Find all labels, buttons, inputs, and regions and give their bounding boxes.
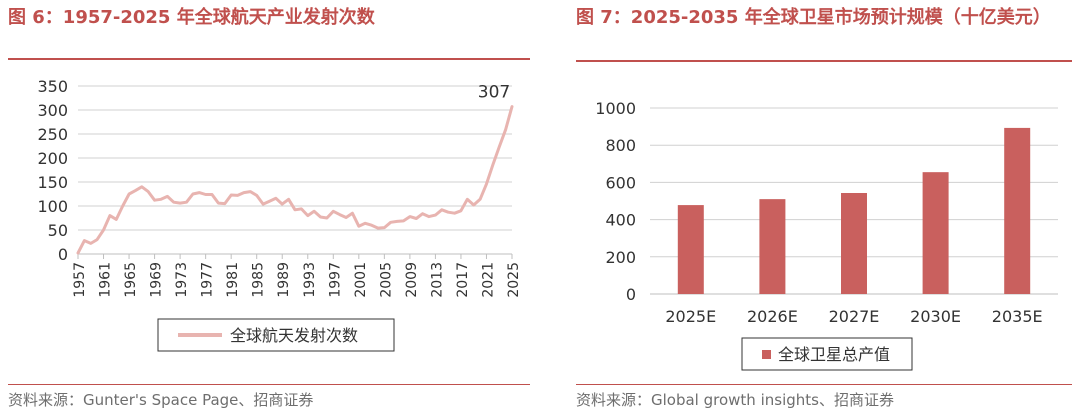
chart1-x-tick-label: 1997 xyxy=(327,262,343,298)
chart2-legend-label: 全球卫星总产值 xyxy=(778,345,890,364)
figure-6-bottom-rule xyxy=(8,384,530,385)
chart1-series-line xyxy=(76,105,514,255)
chart1-x-tick-label: 1985 xyxy=(251,262,267,298)
chart2-y-tick-label: 1000 xyxy=(595,99,636,118)
chart2-bars xyxy=(677,127,1031,294)
chart1-gridlines xyxy=(78,85,512,255)
chart2-x-tick-labels: 2025E 2026E 2027E 2030E 2035E xyxy=(665,307,1042,326)
chart1-y-tick-label: 200 xyxy=(37,149,68,168)
chart1-x-tick-label: 1989 xyxy=(276,262,292,298)
chart1-y-tick-label: 150 xyxy=(37,173,68,192)
chart1-x-tick-label: 2013 xyxy=(429,262,445,298)
chart2-y-tick-label: 400 xyxy=(605,211,636,230)
chart1-x-tick-labels: 1957 1961 1965 1969 1973 1977 1981 1985 1989 1993… xyxy=(72,254,522,298)
chart1-x-tick-label: 2001 xyxy=(353,262,369,298)
figure-6-title: 图 6：1957-2025 年全球航天产业发射次数 xyxy=(8,7,375,28)
chart1-x-tick-label: 2017 xyxy=(455,262,471,298)
chart2-x-tick-label: 2025E xyxy=(665,307,716,326)
chart1-y-tick-label: 50 xyxy=(48,221,68,240)
chart2-bar-2035E xyxy=(1004,127,1031,294)
chart2-x-tick-label: 2026E xyxy=(747,307,798,326)
chart1-x-tick-label: 1981 xyxy=(225,262,241,298)
chart1-x-tick-label: 1957 xyxy=(72,262,88,298)
chart2-legend-swatch xyxy=(762,350,771,359)
chart2-x-tick-label: 2027E xyxy=(829,307,880,326)
chart1-y-tick-labels: 0 50 100 150 200 250 300 350 xyxy=(37,77,68,264)
chart1-x-tick-label: 1973 xyxy=(174,262,190,298)
chart1-x-tick-label: 1969 xyxy=(149,262,165,298)
chart1-x-tick-label: 2009 xyxy=(404,262,420,298)
chart2-y-tick-label: 600 xyxy=(605,173,636,192)
figure-7-top-rule xyxy=(576,60,1072,62)
chart2-x-tick-label: 2035E xyxy=(992,307,1043,326)
chart1-x-tick-label: 2021 xyxy=(480,262,496,298)
chart1-y-tick-label: 0 xyxy=(58,245,68,264)
chart1-x-tick-label: 1961 xyxy=(98,262,114,298)
chart1-x-tick-label: 2025 xyxy=(506,262,522,298)
chart1-x-tick-label: 2005 xyxy=(378,262,394,298)
chart1-x-tick-label: 1977 xyxy=(200,262,216,298)
chart1-x-tick-label: 1965 xyxy=(123,262,139,298)
chart2-y-tick-label: 0 xyxy=(626,285,636,304)
chart2-bar-2030E xyxy=(922,172,949,294)
chart1-y-tick-label: 350 xyxy=(37,77,68,96)
figure-7-bottom-rule xyxy=(576,384,1072,385)
chart2-bar-2025E xyxy=(677,205,704,294)
chart1-x-tick-label: 1993 xyxy=(302,262,318,298)
chart1-y-tick-label: 250 xyxy=(37,125,68,144)
figure-6-top-rule xyxy=(8,58,530,60)
chart2-x-tick-label: 2030E xyxy=(910,307,961,326)
figure-6-source-note: 资料来源：Gunter's Space Page、招商证券 xyxy=(8,391,314,409)
chart2-bar-2026E xyxy=(759,199,786,294)
chart2-y-tick-label: 800 xyxy=(605,136,636,155)
chart1-y-tick-label: 300 xyxy=(37,101,68,120)
chart1-y-tick-label: 100 xyxy=(37,197,68,216)
chart2-bar-2027E xyxy=(841,193,867,294)
chart2-y-tick-label: 200 xyxy=(605,248,636,267)
chart1-legend-label: 全球航天发射次数 xyxy=(230,326,358,345)
chart1-annotation-307: 307 xyxy=(478,83,510,103)
figure-7-source-note: 资料来源：Global growth insights、招商证券 xyxy=(576,391,894,409)
figure-7-title: 图 7：2025-2035 年全球卫星市场预计规模（十亿美元） xyxy=(576,7,1051,28)
chart2-y-tick-labels: 0 200 400 600 800 1000 xyxy=(595,99,636,304)
